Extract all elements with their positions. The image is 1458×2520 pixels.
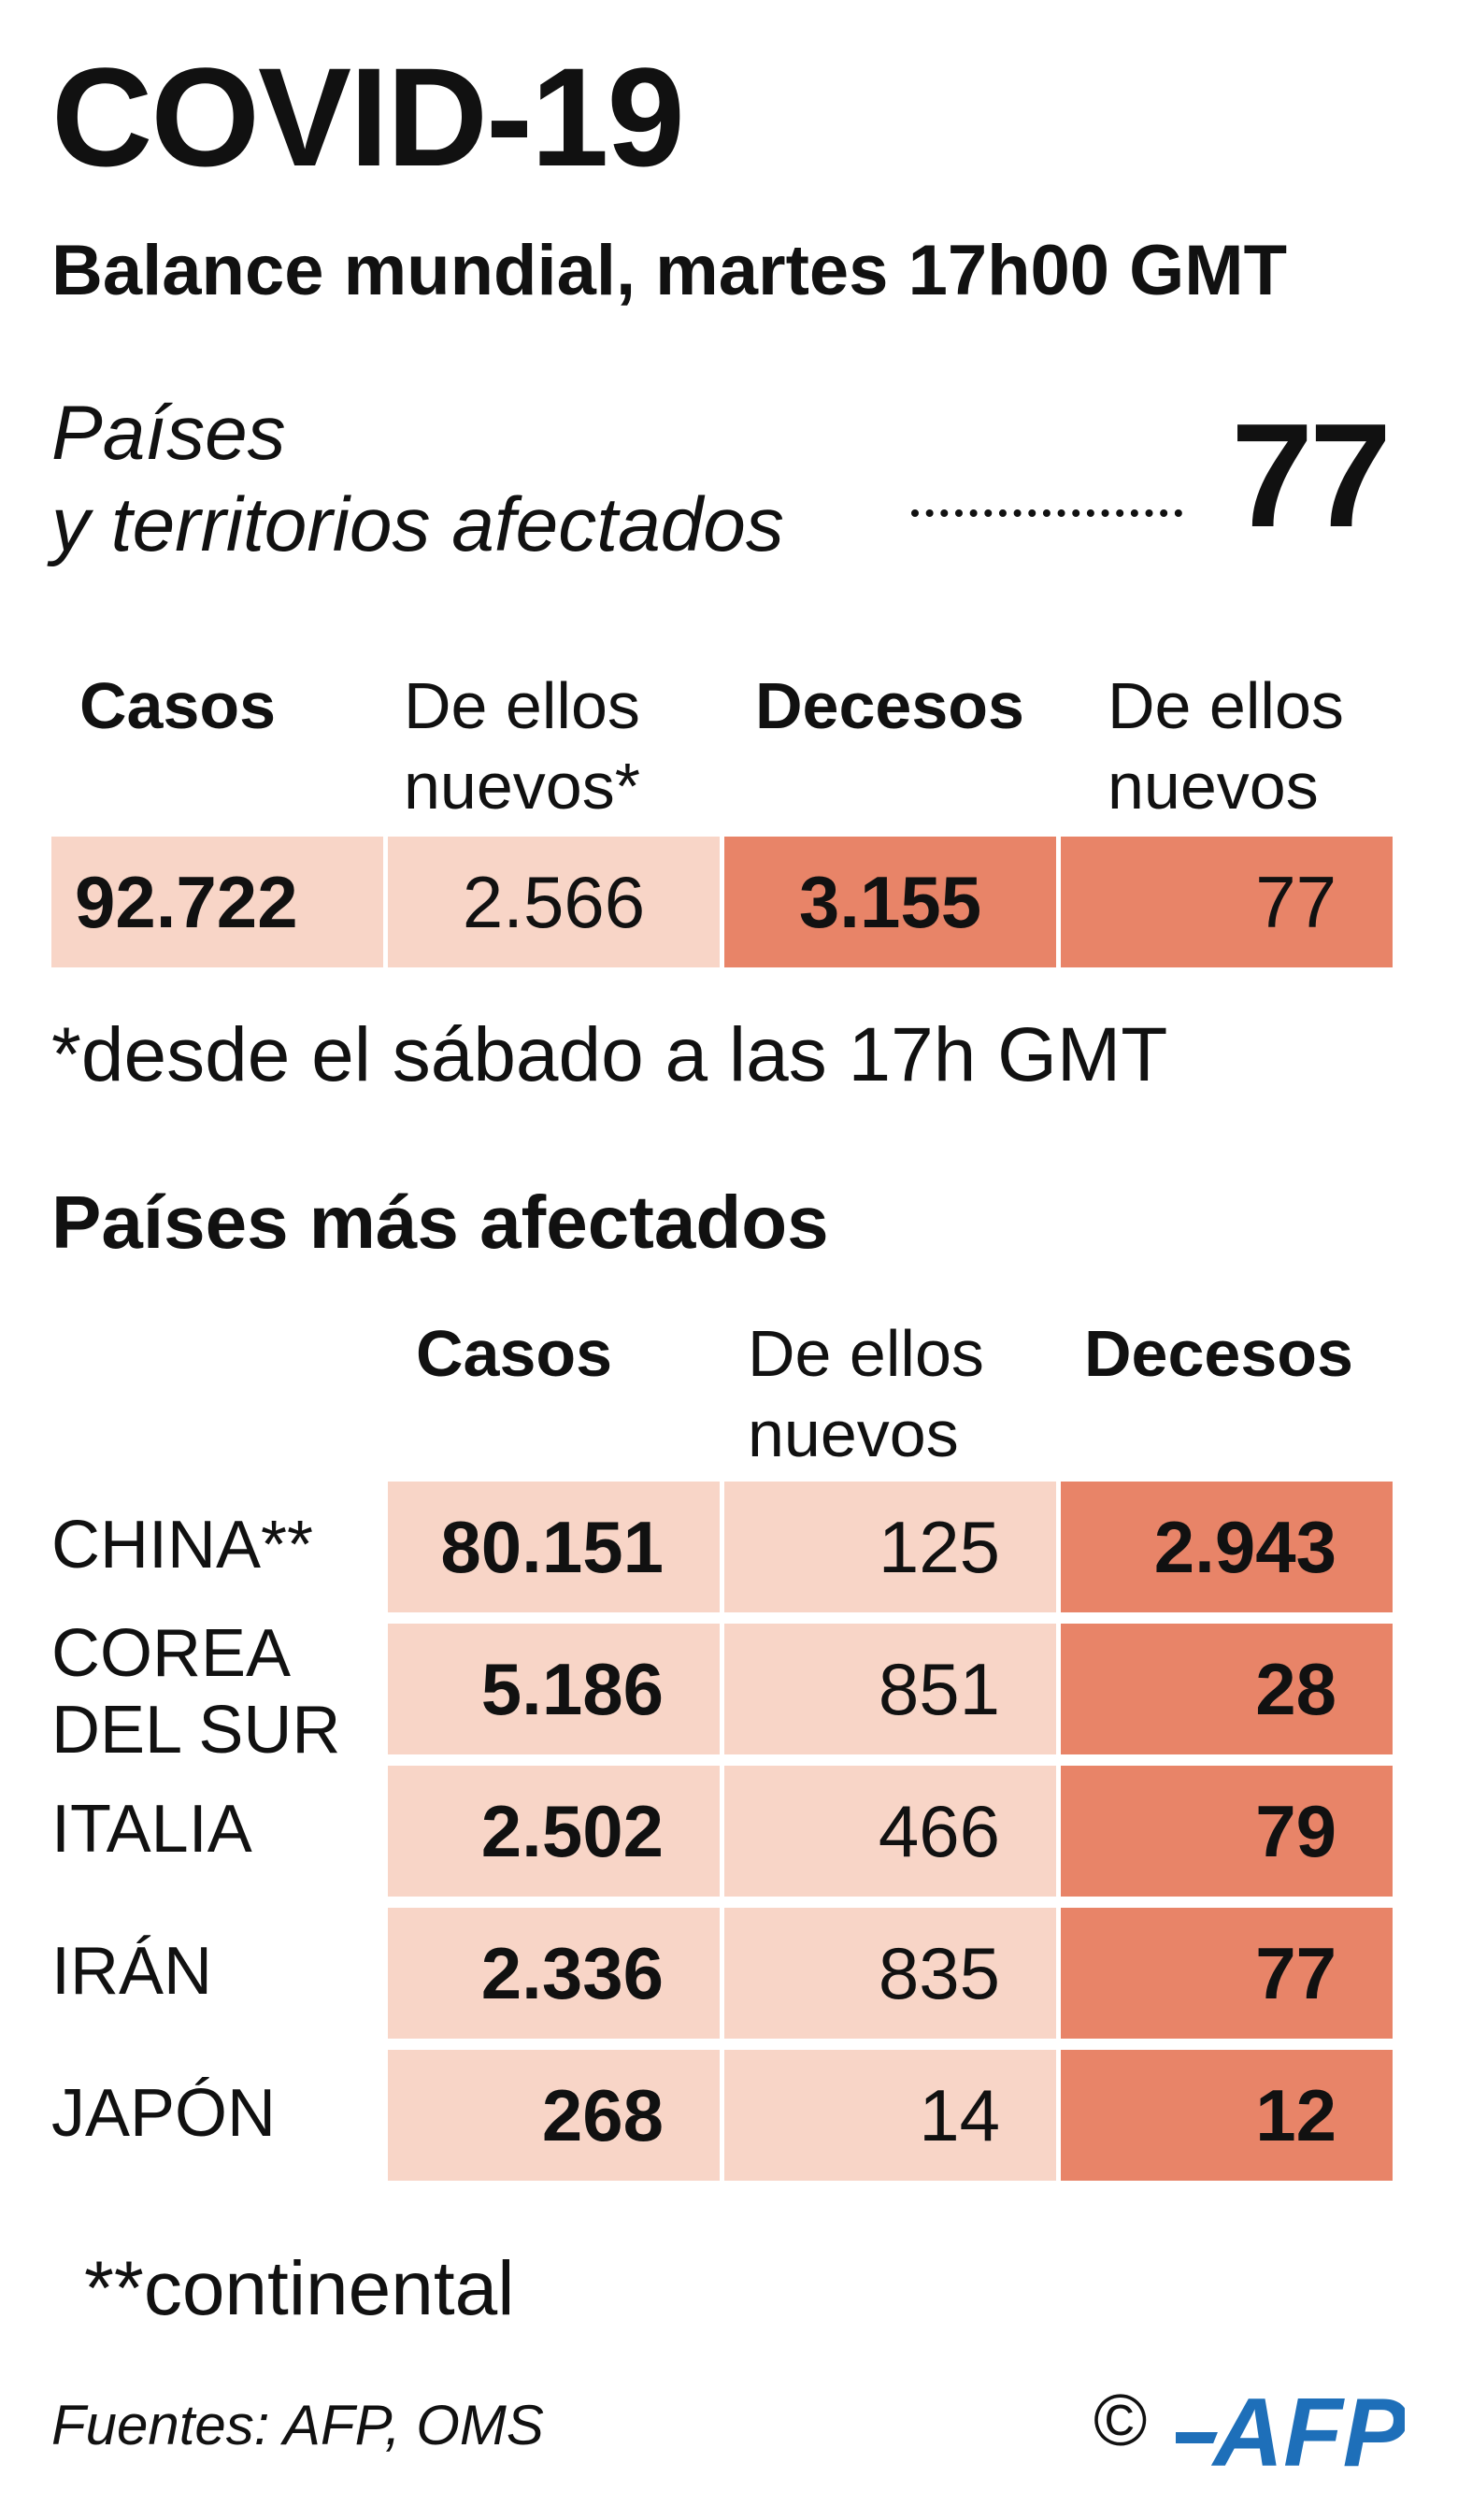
country-deaths-cell: 77	[1061, 1908, 1393, 2039]
country-name: ITALIA	[51, 1792, 252, 1867]
footnote-continental: **continental	[84, 2246, 515, 2331]
country-deaths-cell: 2.943	[1061, 1482, 1393, 1612]
country-new-cell: 835	[724, 1908, 1056, 2039]
country-cases-cell: 80.151	[388, 1482, 720, 1612]
country-cases-cell: 2.502	[388, 1766, 720, 1897]
leader-dots	[911, 509, 1182, 517]
affected-label: Países y territorios afectados	[51, 388, 784, 571]
country-name: CHINA**	[51, 1508, 314, 1582]
country-deaths-cell: 28	[1061, 1624, 1393, 1754]
afp-logo-stripe	[1176, 2432, 1218, 2443]
global-header-cases: Casos	[79, 669, 277, 742]
countries-header-cases: Casos	[416, 1317, 613, 1390]
global-new-deaths-cell: 77	[1061, 837, 1393, 967]
global-header-new-cases: De ellos nuevos*	[404, 669, 640, 823]
global-cases-cell: 92.722	[51, 837, 383, 967]
country-cases-cell: 2.336	[388, 1908, 720, 2039]
footnote-new-since: *desde el sábado a las 17h GMT	[51, 1012, 1168, 1097]
country-new-cell: 851	[724, 1624, 1056, 1754]
global-header-deaths: Decesos	[755, 669, 1024, 742]
country-deaths-cell: 79	[1061, 1766, 1393, 1897]
country-name: COREA DEL SUR	[51, 1616, 341, 1768]
page-subtitle: Balance mundial, martes 17h00 GMT	[51, 231, 1288, 310]
global-deaths-cell: 3.155	[724, 837, 1056, 967]
affected-label-line1: Países	[51, 391, 286, 476]
country-new-cell: 125	[724, 1482, 1056, 1612]
afp-logo: AFP	[1176, 2379, 1405, 2477]
country-cases-cell: 5.186	[388, 1624, 720, 1754]
global-new-cases-cell: 2.566	[388, 837, 720, 967]
copyright-icon: ©	[1094, 2379, 1148, 2461]
countries-section-title: Países más afectados	[51, 1181, 829, 1264]
page-title: COVID-19	[51, 38, 685, 195]
country-name: JAPÓN	[51, 2076, 277, 2151]
affected-count: 77	[1231, 394, 1392, 558]
countries-header-deaths: Decesos	[1084, 1317, 1353, 1390]
country-name: IRÁN	[51, 1934, 213, 2009]
global-header-new-deaths: De ellos nuevos	[1108, 669, 1344, 823]
source-credit: Fuentes: AFP, OMS	[51, 2394, 544, 2456]
country-new-cell: 466	[724, 1766, 1056, 1897]
country-deaths-cell: 12	[1061, 2050, 1393, 2181]
affected-label-line2: y territorios afectados	[51, 482, 784, 567]
country-cases-cell: 268	[388, 2050, 720, 2181]
countries-header-new: De ellos nuevos	[748, 1317, 984, 1470]
country-new-cell: 14	[724, 2050, 1056, 2181]
afp-logo-text: AFP	[1210, 2379, 1405, 2477]
